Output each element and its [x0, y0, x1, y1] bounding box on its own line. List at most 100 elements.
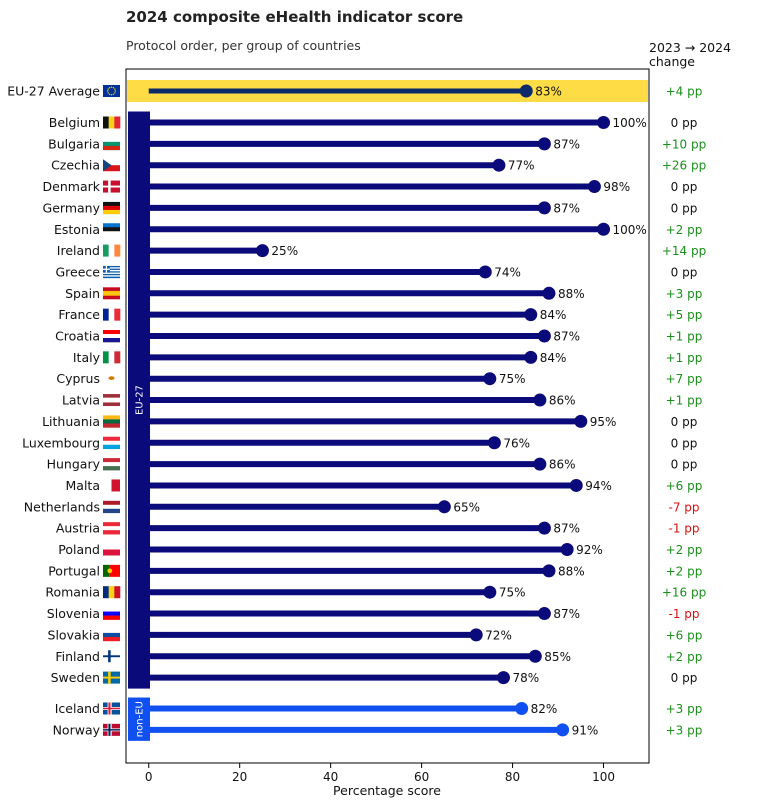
- country-label-croatia: Croatia: [55, 329, 100, 344]
- flag-it-icon: [103, 351, 121, 364]
- country-label-ireland: Ireland: [57, 243, 100, 258]
- point-belgium: [597, 116, 611, 129]
- chart-subtitle: Protocol order, per group of countries: [126, 38, 361, 53]
- country-label-iceland: Iceland: [55, 701, 100, 716]
- change-finland: +2 pp: [666, 650, 703, 664]
- change-austria: -1 pp: [668, 522, 699, 536]
- x-tick-label-80: 80: [505, 770, 520, 784]
- flag-dk-icon: [103, 180, 120, 193]
- change-greece: 0 pp: [671, 265, 698, 279]
- value-label-cyprus: 75%: [499, 372, 526, 386]
- country-label-slovenia: Slovenia: [47, 606, 100, 621]
- change-ireland: +14 pp: [662, 244, 706, 258]
- change-france: +5 pp: [666, 308, 703, 322]
- change-luxembourg: 0 pp: [671, 436, 698, 450]
- flag-cy-icon: [103, 372, 120, 385]
- country-label-finland: Finland: [55, 649, 100, 664]
- country-label-lithuania: Lithuania: [42, 414, 100, 429]
- flag-cz-icon: [103, 159, 120, 172]
- change-romania: +16 pp: [662, 586, 706, 600]
- value-label-croatia: 87%: [553, 330, 580, 344]
- country-label-germany: Germany: [43, 200, 101, 215]
- value-label-poland: 92%: [576, 543, 603, 557]
- x-axis-title: Percentage score: [333, 783, 441, 798]
- flag-hr-icon: [103, 330, 120, 343]
- point-slovenia: [537, 607, 551, 621]
- value-label-czechia: 77%: [508, 159, 535, 173]
- value-label-luxembourg: 76%: [503, 436, 530, 450]
- point-romania: [483, 585, 497, 599]
- change-czechia: +26 pp: [662, 159, 706, 173]
- point-iceland: [515, 702, 529, 715]
- point-greece: [478, 265, 492, 279]
- change-latvia: +1 pp: [666, 394, 703, 408]
- change-header-line1: 2023 → 2024: [649, 40, 731, 55]
- group-label-non-eu: non-EU: [135, 701, 146, 737]
- country-label-latvia: Latvia: [62, 393, 100, 408]
- change-slovakia: +6 pp: [666, 628, 703, 642]
- point-germany: [537, 201, 551, 215]
- flag-gr-icon: [103, 265, 120, 279]
- country-label-spain: Spain: [65, 286, 100, 301]
- x-tick-label-0: 0: [145, 770, 153, 784]
- point-latvia: [533, 393, 547, 407]
- country-label-malta: Malta: [66, 478, 100, 493]
- change-belgium: 0 pp: [671, 116, 698, 130]
- country-label-poland: Poland: [58, 542, 100, 557]
- value-label-netherlands: 65%: [453, 500, 480, 514]
- point-portugal: [542, 564, 556, 578]
- x-tick-label-100: 100: [592, 770, 615, 784]
- point-france: [524, 308, 538, 322]
- country-label-austria: Austria: [56, 521, 100, 536]
- point-ireland: [255, 244, 269, 258]
- country-label-netherlands: Netherlands: [24, 499, 100, 514]
- change-hungary: 0 pp: [671, 458, 698, 472]
- flag-lv-icon: [103, 394, 120, 407]
- country-label-slovakia: Slovakia: [48, 627, 100, 642]
- country-label-luxembourg: Luxembourg: [22, 435, 100, 450]
- change-bulgaria: +10 pp: [662, 137, 706, 151]
- flag-fi-icon: [103, 650, 120, 663]
- flag-es-icon: [103, 287, 120, 300]
- flag-pt-icon: [103, 564, 120, 577]
- country-label-hungary: Hungary: [47, 457, 101, 472]
- plot-frame: [125, 68, 650, 764]
- point-sweden: [496, 671, 510, 685]
- country-label-czechia: Czechia: [51, 158, 100, 173]
- group-bracket-eu-27: [128, 111, 150, 689]
- flag-nl-icon: [103, 500, 120, 514]
- point-finland: [528, 649, 542, 663]
- country-label-estonia: Estonia: [54, 222, 100, 237]
- x-tick-label-40: 40: [323, 770, 338, 784]
- average-point: [519, 84, 533, 98]
- flag-no-icon: [103, 723, 120, 736]
- point-czechia: [492, 158, 506, 172]
- flag-lu-icon: [103, 436, 120, 450]
- value-label-iceland: 82%: [531, 702, 558, 716]
- change-malta: +6 pp: [666, 479, 703, 493]
- flag-hu-icon: [103, 458, 120, 471]
- change-slovenia: -1 pp: [668, 607, 699, 621]
- flag-de-icon: [103, 201, 120, 215]
- flag-fr-icon: [103, 308, 121, 321]
- country-label-norway: Norway: [53, 722, 101, 737]
- country-label-romania: Romania: [45, 585, 100, 600]
- country-label-greece: Greece: [56, 264, 101, 279]
- value-label-malta: 94%: [585, 479, 612, 493]
- flag-is-icon: [103, 702, 120, 715]
- value-label-romania: 75%: [499, 586, 526, 600]
- chart-title: 2024 composite eHealth indicator score: [126, 8, 463, 26]
- value-label-norway: 91%: [572, 723, 599, 737]
- value-label-lithuania: 95%: [590, 415, 617, 429]
- value-label-latvia: 86%: [549, 394, 576, 408]
- change-italy: +1 pp: [666, 351, 703, 365]
- value-label-france: 84%: [540, 308, 567, 322]
- point-lithuania: [574, 414, 588, 428]
- point-netherlands: [437, 500, 451, 514]
- country-label-cyprus: Cyprus: [56, 371, 100, 386]
- country-label-sweden: Sweden: [51, 670, 100, 685]
- country-label-portugal: Portugal: [48, 563, 100, 578]
- value-label-germany: 87%: [553, 201, 580, 215]
- point-austria: [537, 521, 551, 535]
